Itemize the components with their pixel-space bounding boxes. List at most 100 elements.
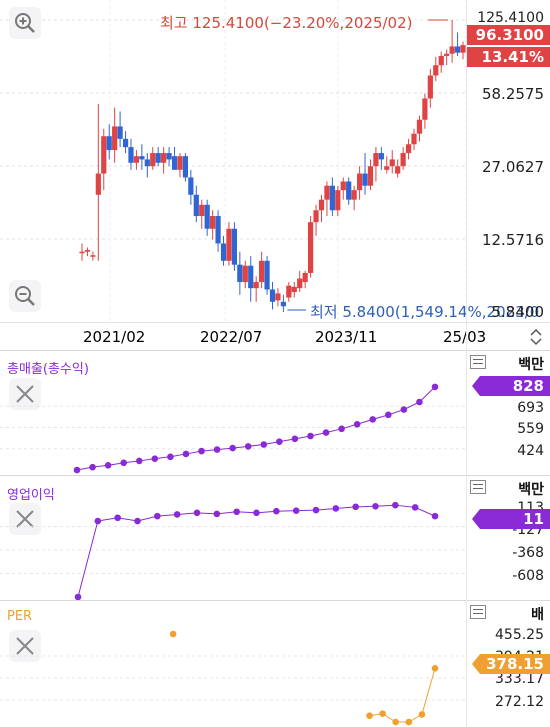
op-income-segment xyxy=(335,506,356,509)
revenue-segment xyxy=(419,386,436,403)
revenue-point xyxy=(104,461,112,469)
op-income-segment xyxy=(395,504,416,508)
revenue-point xyxy=(73,466,81,474)
revenue-close-button[interactable] xyxy=(9,378,41,410)
per-point xyxy=(392,718,400,726)
per-segment xyxy=(421,668,436,715)
op-income-segment xyxy=(157,513,178,517)
candle-body xyxy=(95,173,101,195)
op-income-tick: -608 xyxy=(512,568,544,584)
candle-body xyxy=(226,228,232,261)
candle-body xyxy=(384,166,390,170)
op-income-segment xyxy=(355,505,376,508)
per-tick: 333.17 xyxy=(495,671,544,687)
op-income-value-badge: 11 xyxy=(472,509,550,529)
op-income-point xyxy=(392,501,399,509)
op-income-point xyxy=(114,514,121,522)
candle-body xyxy=(84,249,91,252)
candle-body xyxy=(128,147,134,163)
revenue-menu-button[interactable] xyxy=(470,355,486,369)
op-income-point xyxy=(233,508,240,516)
candle-body xyxy=(193,194,199,217)
op-income-point xyxy=(213,510,221,518)
op-income-segment xyxy=(256,510,277,514)
revenue-line-chart[interactable] xyxy=(0,350,466,475)
revenue-point xyxy=(213,446,221,453)
candle-body xyxy=(150,153,156,167)
per-point xyxy=(431,664,439,672)
op-income-menu-button[interactable] xyxy=(470,480,486,494)
per-point xyxy=(405,718,413,726)
revenue-tick: 424 xyxy=(517,443,544,459)
candle-body xyxy=(438,55,444,66)
op-income-segment xyxy=(177,512,198,515)
revenue-point xyxy=(151,455,159,462)
candle-body xyxy=(122,138,129,148)
per-point xyxy=(418,711,426,718)
revenue-point xyxy=(260,441,268,448)
zoom-in-icon xyxy=(15,13,35,33)
per-line-chart[interactable] xyxy=(0,600,466,727)
close-icon xyxy=(16,510,34,528)
resize-handle-icon[interactable] xyxy=(528,327,544,347)
revenue-point xyxy=(120,459,127,467)
op-income-point xyxy=(74,593,82,600)
op-income-point xyxy=(352,503,359,511)
op-income-line-chart[interactable] xyxy=(0,475,466,600)
candle-body xyxy=(171,156,178,170)
zoom-in-button[interactable] xyxy=(9,7,41,39)
time-axis[interactable]: 2021/02 2022/07 2023/11 25/03 xyxy=(0,322,550,351)
revenue-point xyxy=(182,450,190,458)
per-point xyxy=(169,630,177,638)
op-income-point xyxy=(431,512,439,520)
candle-body xyxy=(237,264,243,283)
revenue-panel-title: 총매출(총수익) xyxy=(7,362,89,377)
op-income-point xyxy=(332,505,340,512)
op-income-point xyxy=(134,517,141,525)
revenue-point xyxy=(167,453,174,461)
op-income-segment xyxy=(97,517,118,522)
candle-body xyxy=(139,156,145,160)
op-income-point xyxy=(372,502,379,510)
op-income-unit: 백만 xyxy=(518,482,544,498)
candle-body xyxy=(444,53,450,56)
candle-body xyxy=(427,75,433,99)
candle-body xyxy=(286,285,292,298)
price-tick: 58.2575 xyxy=(481,85,544,103)
revenue-point xyxy=(322,429,330,436)
op-income-point xyxy=(94,517,102,525)
candle-body xyxy=(324,185,330,200)
candle-body xyxy=(313,210,319,223)
per-unit: 배 xyxy=(531,607,544,623)
op-income-segment xyxy=(375,504,396,507)
op-income-close-button[interactable] xyxy=(9,503,41,535)
candle-body xyxy=(177,156,183,170)
candle-body xyxy=(433,65,439,76)
op-income-segment xyxy=(236,511,257,514)
candle-body xyxy=(204,204,210,229)
candle-body xyxy=(400,153,406,167)
zoom-out-button[interactable] xyxy=(9,280,41,312)
candle-body xyxy=(411,133,417,145)
per-menu-button[interactable] xyxy=(470,605,486,619)
revenue-point xyxy=(229,444,236,452)
time-tick: 2023/11 xyxy=(315,328,378,346)
candle-body xyxy=(188,177,194,195)
revenue-point xyxy=(244,443,252,450)
op-income-point xyxy=(292,507,300,514)
candle-body xyxy=(264,260,270,290)
per-close-button[interactable] xyxy=(9,630,41,662)
panel-divider xyxy=(0,600,550,601)
candle-body xyxy=(269,289,276,302)
panel-divider xyxy=(0,350,550,351)
op-income-segment xyxy=(117,517,138,522)
per-tick: 455.25 xyxy=(495,627,544,643)
price-candlestick-chart[interactable] xyxy=(0,0,550,322)
candle-body xyxy=(346,181,352,200)
candle-body xyxy=(329,185,335,211)
op-income-segment xyxy=(196,512,217,515)
op-income-segment xyxy=(137,515,158,522)
high-price-annotation: 최고 125.4100(−23.20%,2025/02) xyxy=(160,14,413,32)
time-tick: 25/03 xyxy=(443,328,487,346)
candle-body xyxy=(356,173,363,191)
